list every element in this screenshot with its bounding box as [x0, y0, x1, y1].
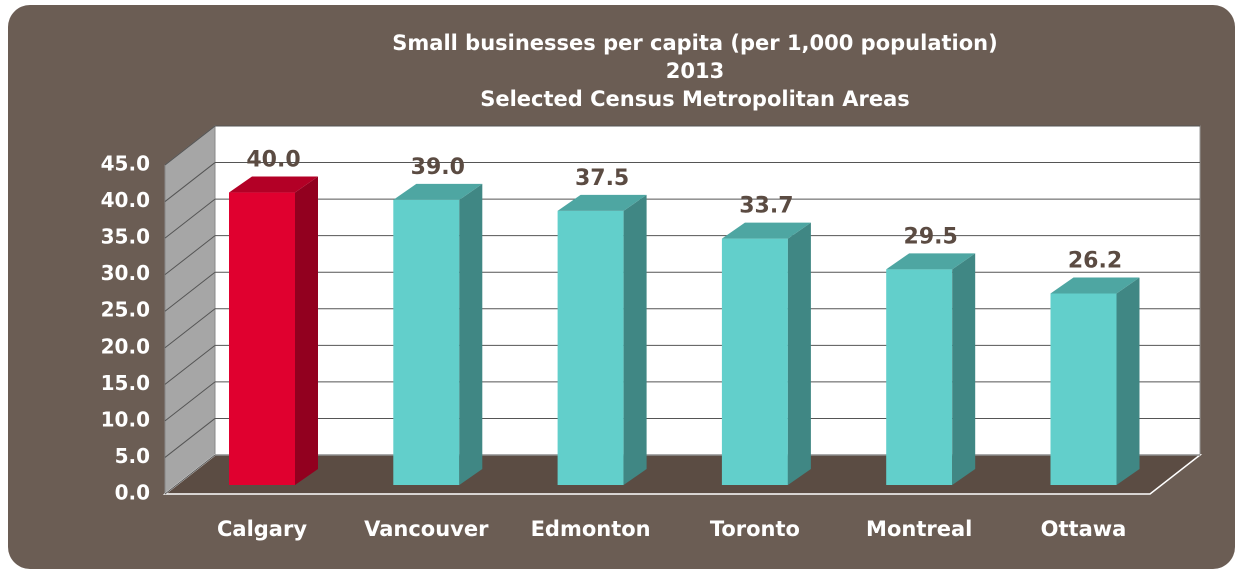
x-tick-label: Ottawa: [1041, 517, 1127, 541]
chart-subtitle: Selected Census Metropolitan Areas: [480, 87, 910, 111]
y-tick-label: 25.0: [101, 298, 150, 322]
bar-side: [295, 176, 318, 486]
bar: [229, 192, 295, 486]
x-tick-label: Montreal: [866, 517, 972, 541]
bar-top: [721, 222, 811, 239]
y-tick-label: 15.0: [101, 371, 150, 395]
side-grid-line: [164, 271, 216, 312]
y-tick-label: 35.0: [101, 225, 150, 249]
bar-top: [229, 176, 318, 193]
bar: [1050, 293, 1117, 485]
side-grid-line: [164, 454, 216, 495]
side-grid-line: [164, 235, 216, 276]
y-tick-label: 30.0: [101, 261, 150, 285]
bar-side: [623, 194, 647, 486]
side-grid-line: [164, 198, 216, 239]
y-tick-label: 5.0: [115, 444, 150, 468]
floor: [162, 454, 1203, 495]
x-tick-label: Toronto: [710, 517, 800, 541]
bar: [557, 210, 624, 486]
bar-top: [886, 253, 976, 270]
side-grid-line: [164, 344, 216, 385]
value-label: 29.5: [904, 224, 958, 249]
x-tick-label: Calgary: [217, 517, 307, 541]
value-label: 40.0: [246, 148, 300, 173]
bar-side: [952, 253, 976, 485]
y-tick-label: 10.0: [101, 407, 150, 431]
bar: [721, 238, 788, 485]
bar-side: [787, 222, 811, 486]
back-wall: [214, 125, 1201, 456]
y-tick-label: 40.0: [101, 188, 150, 212]
x-tick-label: Vancouver: [364, 517, 489, 541]
side-grid-line: [164, 381, 216, 422]
bar-side: [1116, 277, 1140, 485]
value-label: 26.2: [1068, 248, 1122, 273]
value-label: 33.7: [739, 194, 793, 219]
bar-top: [393, 183, 483, 200]
y-tick-label: 20.0: [101, 334, 150, 358]
side-grid-line: [164, 162, 216, 202]
side-grid-line: [164, 308, 216, 349]
side-wall: [164, 124, 216, 496]
bar-top: [1050, 277, 1140, 294]
y-tick-label: 45.0: [101, 152, 150, 176]
x-tick-label: Edmonton: [531, 517, 651, 541]
side-grid-line: [164, 125, 216, 166]
y-tick-label: 0.0: [115, 481, 150, 505]
bar-top: [557, 194, 647, 211]
bar-side: [459, 183, 483, 485]
value-label: 39.0: [411, 155, 465, 180]
side-grid-line: [164, 418, 216, 458]
value-label: 37.5: [575, 166, 629, 191]
bar: [393, 199, 460, 485]
chart-title: Small businesses per capita (per 1,000 p…: [392, 31, 997, 55]
bar: [886, 269, 953, 485]
chart-subtitle: 2013: [666, 59, 724, 83]
